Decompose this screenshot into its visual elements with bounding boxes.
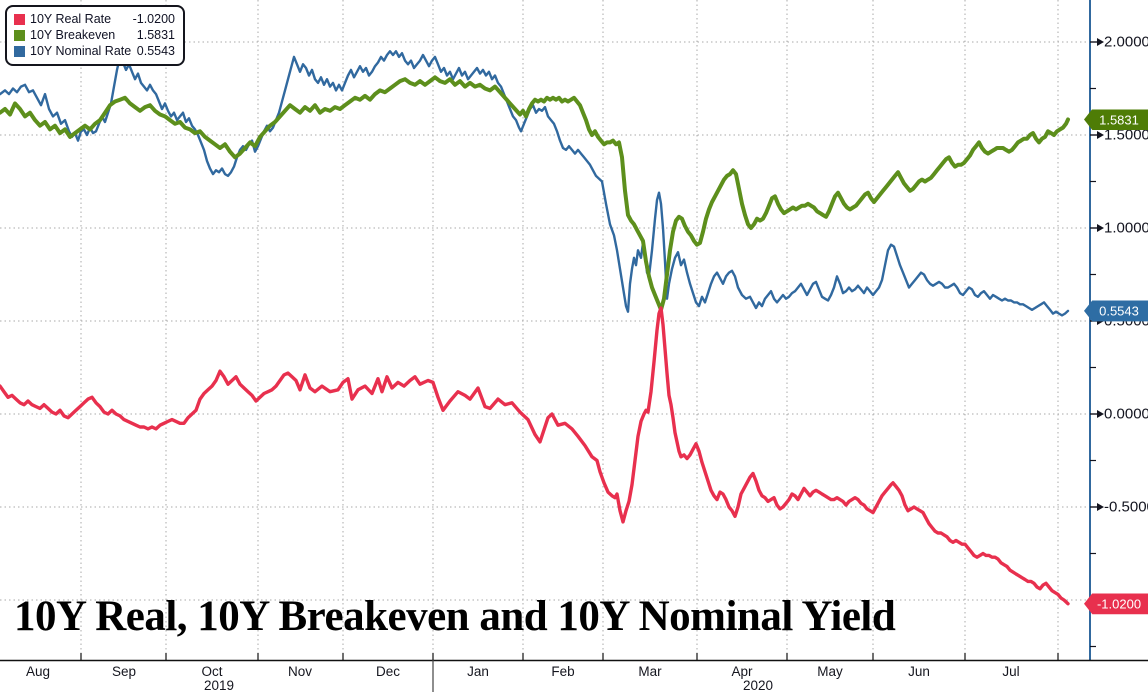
- legend-box: 10Y Real Rate -1.0200 10Y Breakeven 1.58…: [5, 5, 185, 66]
- price-tag-breakeven: 1.5831: [1084, 109, 1148, 131]
- y-axis-label: -0.5000: [1104, 498, 1148, 516]
- y-axis-label: 2.0000: [1104, 33, 1148, 51]
- legend-item-nominal-rate[interactable]: 10Y Nominal Rate 0.5543: [14, 43, 175, 59]
- chart-title: 10Y Real, 10Y Breakeven and 10Y Nominal …: [14, 593, 896, 640]
- legend-value: -1.0200: [132, 12, 175, 26]
- legend-item-breakeven[interactable]: 10Y Breakeven 1.5831: [14, 27, 175, 43]
- x-axis-month-label: Jul: [1002, 664, 1020, 679]
- legend-value: 0.5543: [136, 44, 175, 58]
- x-axis-month-label: Nov: [287, 664, 313, 679]
- series-10y-breakeven[interactable]: [0, 75, 1070, 312]
- x-axis-year-label: 2020: [742, 678, 774, 693]
- x-axis-month-label: Apr: [731, 664, 753, 679]
- x-axis-month-label: Dec: [375, 664, 401, 679]
- legend-item-real-rate[interactable]: 10Y Real Rate -1.0200: [14, 11, 175, 27]
- legend-label: 10Y Nominal Rate: [30, 44, 132, 58]
- x-axis-month-label: Jan: [467, 664, 489, 679]
- x-axis-month-label: Aug: [25, 664, 51, 679]
- x-axis-month-label: Feb: [551, 664, 575, 679]
- x-axis-month-label: Mar: [638, 664, 662, 679]
- series-10y-nominal-rate[interactable]: [0, 50, 1070, 317]
- series-10y-real-rate[interactable]: [0, 306, 1070, 606]
- x-axis-month-label: Oct: [201, 664, 223, 679]
- real-rate-swatch-icon: [14, 13, 25, 25]
- price-tag-real: -1.0200: [1084, 593, 1148, 615]
- x-axis-month-label: Sep: [111, 664, 137, 679]
- y-axis-label: 0.0000: [1104, 405, 1148, 423]
- breakeven-swatch-icon: [14, 29, 25, 41]
- y-axis-label: 1.0000: [1104, 219, 1148, 237]
- x-axis-year-label: 2019: [203, 678, 235, 693]
- nominal-rate-swatch-icon: [14, 45, 25, 57]
- y-axis-label: 1.5000: [1104, 126, 1148, 144]
- legend-label: 10Y Real Rate: [30, 12, 112, 26]
- x-axis-month-label: May: [817, 664, 843, 679]
- price-tag-nominal: 0.5543: [1084, 300, 1148, 322]
- legend-value: 1.5831: [136, 28, 175, 42]
- legend-label: 10Y Breakeven: [30, 28, 116, 42]
- x-axis-month-label: Jun: [908, 664, 930, 679]
